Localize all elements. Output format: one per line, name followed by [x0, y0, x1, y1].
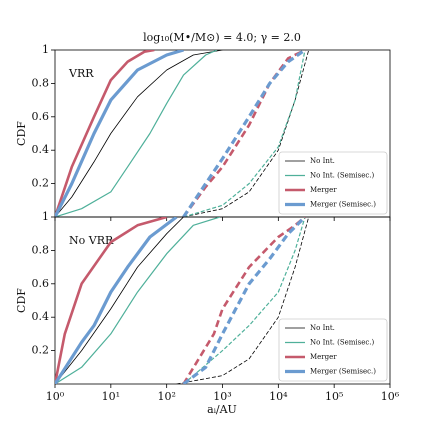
- y-axis-label: CDF: [15, 121, 28, 146]
- panel-label: No VRR: [69, 234, 114, 247]
- legend-label: Merger (Semisec.): [310, 201, 376, 209]
- y-tick-label: 0.2: [32, 344, 50, 357]
- y-tick-label: 1: [42, 210, 49, 223]
- cdf-line: [55, 50, 184, 217]
- cdf-line: [182, 217, 306, 384]
- cdf-line: [182, 50, 306, 217]
- cdf-line: [183, 50, 310, 217]
- chart-title: log₁₀(M•/M⊙) = 4.0; γ = 2.0: [143, 31, 301, 44]
- legend: No Int. No Int. (Semisec.) Merger Merger (S…: [278, 151, 388, 215]
- cdf-line: [55, 217, 184, 384]
- cdf-line: [55, 50, 218, 217]
- legend: No Int. No Int. (Semisec.) Merger Merger (S…: [278, 318, 388, 382]
- x-tick-label: 10⁵: [325, 390, 343, 403]
- x-axis-label: aᵢ/AU: [207, 403, 237, 416]
- legend-box: [278, 318, 388, 382]
- legend-label: Merger: [310, 186, 337, 194]
- x-tick-label: 10⁴: [269, 390, 288, 403]
- legend-label: No Int.: [310, 324, 335, 332]
- y-tick-label: 0.6: [32, 277, 50, 290]
- cdf-line: [55, 217, 221, 384]
- lines: [55, 50, 310, 217]
- lines: [55, 217, 310, 384]
- legend-label: No Int. (Semisec.): [310, 339, 375, 347]
- y-tick-label: 0.8: [32, 243, 50, 256]
- cdf-line: [55, 50, 155, 217]
- legend-label: Merger (Semisec.): [310, 368, 376, 376]
- legend-label: No Int.: [310, 157, 335, 165]
- panel-label: VRR: [68, 67, 94, 80]
- cdf-line: [176, 217, 310, 384]
- x-tick-label: 10²: [157, 390, 175, 403]
- y-tick-label: 0.4: [32, 143, 50, 156]
- y-tick-label: 0.4: [32, 310, 50, 323]
- cdf-line: [182, 217, 307, 384]
- y-tick-label: 0.2: [32, 177, 50, 190]
- legend-box: [278, 151, 388, 215]
- cdf-line: [183, 217, 306, 384]
- cdf-line: [55, 217, 178, 384]
- x-tick-label: 10⁶: [381, 390, 400, 403]
- cdf-line: [55, 217, 168, 384]
- x-tick-label: 10³: [213, 390, 231, 403]
- legend-label: No Int. (Semisec.): [310, 172, 375, 180]
- cdf-line: [183, 50, 306, 217]
- y-tick-label: 0.8: [32, 76, 50, 89]
- legend-label: Merger: [310, 353, 337, 361]
- cdf-line: [55, 50, 223, 217]
- cdf-line: [182, 50, 306, 217]
- x-tick-label: 10¹: [102, 390, 120, 403]
- y-tick-label: 1: [42, 43, 49, 56]
- y-axis-label: CDF: [15, 288, 28, 313]
- y-tick-label: 0.6: [32, 110, 50, 123]
- x-tick-label: 10⁰: [46, 390, 65, 403]
